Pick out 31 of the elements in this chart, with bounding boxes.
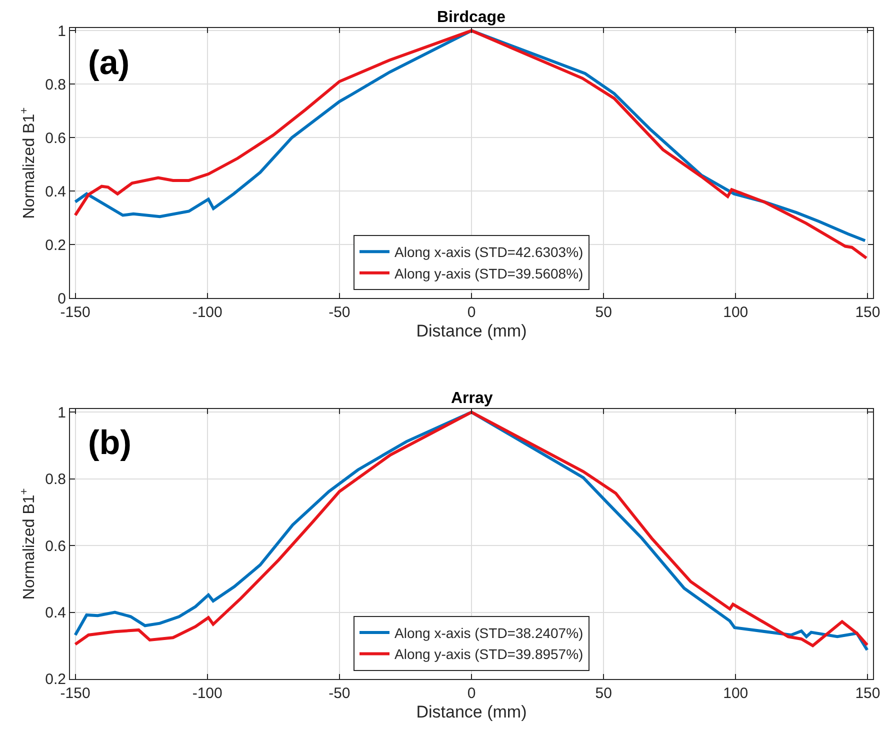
y-tick-label: 0.6	[45, 538, 66, 555]
x-tick-label: 50	[595, 685, 612, 702]
y-tick-label: 1	[58, 404, 66, 422]
y-tick-label: 1	[58, 22, 66, 40]
annotation: (b)	[88, 424, 132, 462]
legend-label: Along x-axis (STD=42.6303%)	[394, 244, 584, 260]
legend-label: Along x-axis (STD=38.2407%)	[394, 624, 584, 641]
x-tick-label: 150	[855, 304, 880, 322]
x-tick-label: 50	[595, 304, 612, 322]
legend-label: Along y-axis (STD=39.8957%)	[394, 646, 584, 662]
x-tick-label: 0	[467, 685, 476, 702]
annotation: (a)	[88, 44, 130, 82]
x-tick-label: 100	[723, 685, 748, 702]
y-tick-label: 0.4	[45, 183, 66, 200]
x-tick-label: -100	[192, 304, 222, 322]
x-axis-title: Distance (mm)	[416, 702, 527, 722]
legend-label: Along y-axis (STD=39.5608%)	[394, 265, 584, 282]
y-tick-label: 0.8	[45, 76, 66, 94]
x-tick-label: -100	[192, 685, 222, 702]
y-tick-label: 0.4	[45, 604, 66, 622]
y-tick-label: 0.8	[45, 471, 66, 488]
x-axis-title: Distance (mm)	[416, 322, 527, 341]
chart-title: Array	[451, 390, 493, 407]
x-tick-label: -50	[328, 304, 350, 322]
x-tick-label: 0	[467, 304, 476, 322]
chart-title: Birdcage	[437, 9, 506, 26]
x-tick-label: 100	[723, 304, 748, 322]
x-tick-label: -50	[328, 685, 350, 702]
y-tick-label: 0.2	[45, 236, 66, 254]
x-tick-label: 150	[855, 685, 880, 702]
y-tick-label: 0.6	[45, 130, 66, 147]
